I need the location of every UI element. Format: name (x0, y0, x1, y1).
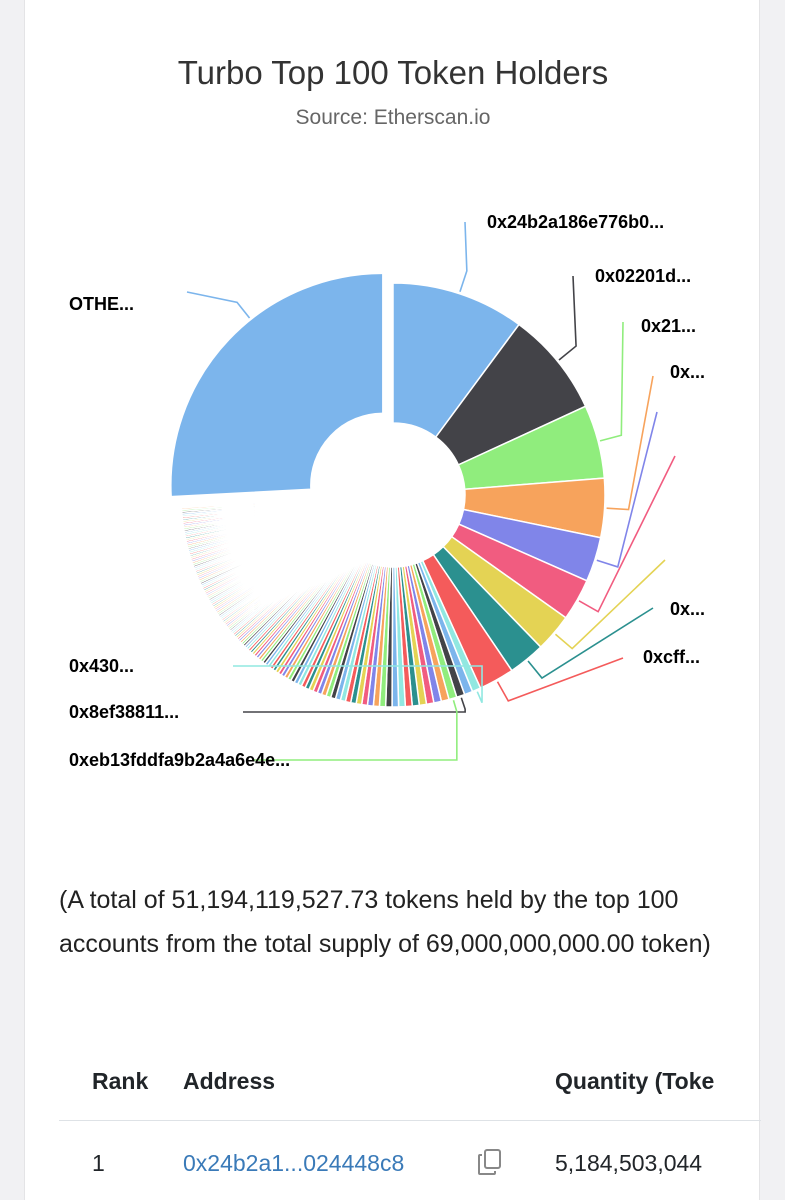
chart-title: Turbo Top 100 Token Holders (177, 54, 609, 91)
leader-line-7 (554, 559, 666, 650)
slice-label-8: 0x... (670, 599, 705, 619)
row-quantity: 5,184,503,044 (555, 1150, 703, 1176)
leader-line-2 (558, 275, 577, 361)
row-rank: 1 (92, 1150, 105, 1176)
small-slice-label-2: 0x8ef38811... (69, 702, 179, 722)
leader-line-9 (496, 657, 624, 702)
pie-chart: 0x24b2a186e776b0... 0x02201d... 0x21... 0x.… (69, 212, 705, 770)
chart-subtitle: Source: Etherscan.io (295, 106, 491, 129)
slice-label-1: 0x24b2a186e776b0... (487, 212, 664, 232)
small-leader-line-1 (233, 665, 483, 704)
copy-icon[interactable] (477, 1148, 503, 1176)
header-quantity[interactable]: Quantity (Toke (555, 1068, 715, 1094)
leader-line-3 (599, 321, 624, 442)
small-leader-line-2 (243, 697, 466, 713)
header-divider (59, 1120, 761, 1121)
pie-slice-1[interactable] (392, 282, 521, 439)
leader-line-others (186, 291, 251, 319)
small-slice-label-1: 0x430... (69, 656, 134, 676)
header-address[interactable]: Address (183, 1068, 276, 1094)
header-rank[interactable]: Rank (92, 1068, 149, 1094)
slice-label-others: OTHE... (69, 294, 134, 314)
slice-label-4: 0x... (670, 362, 705, 382)
leader-line-4 (606, 375, 654, 511)
small-slice-label-3: 0xeb13fddfa9b2a4a6e4e... (69, 750, 290, 770)
chart-card: Turbo Top 100 Token Holders Source: Ethe… (24, 0, 761, 1200)
slice-label-2: 0x02201d... (595, 266, 691, 286)
leader-line-6 (578, 455, 676, 613)
small-leader-line-3 (253, 700, 458, 761)
leader-line-8 (527, 607, 654, 680)
slice-label-9: 0xcff... (643, 647, 700, 667)
pie-slice-others[interactable] (170, 272, 384, 498)
pie-slice-small-136[interactable] (180, 498, 322, 509)
supply-summary: (A total of 51,194,119,527.73 tokens hel… (59, 886, 711, 958)
slice-label-3: 0x21... (641, 316, 696, 336)
leader-line-5 (596, 411, 658, 568)
leader-line-1 (459, 221, 468, 292)
row-address-link[interactable]: 0x24b2a1...024448c8 (183, 1150, 405, 1176)
